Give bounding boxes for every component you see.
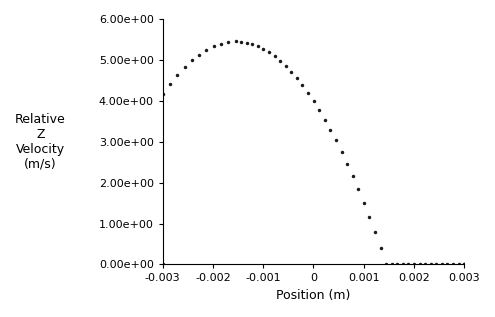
X-axis label: Position (m): Position (m) <box>276 289 350 302</box>
Y-axis label: Relative
Z
Velocity
(m/s): Relative Z Velocity (m/s) <box>15 113 66 171</box>
